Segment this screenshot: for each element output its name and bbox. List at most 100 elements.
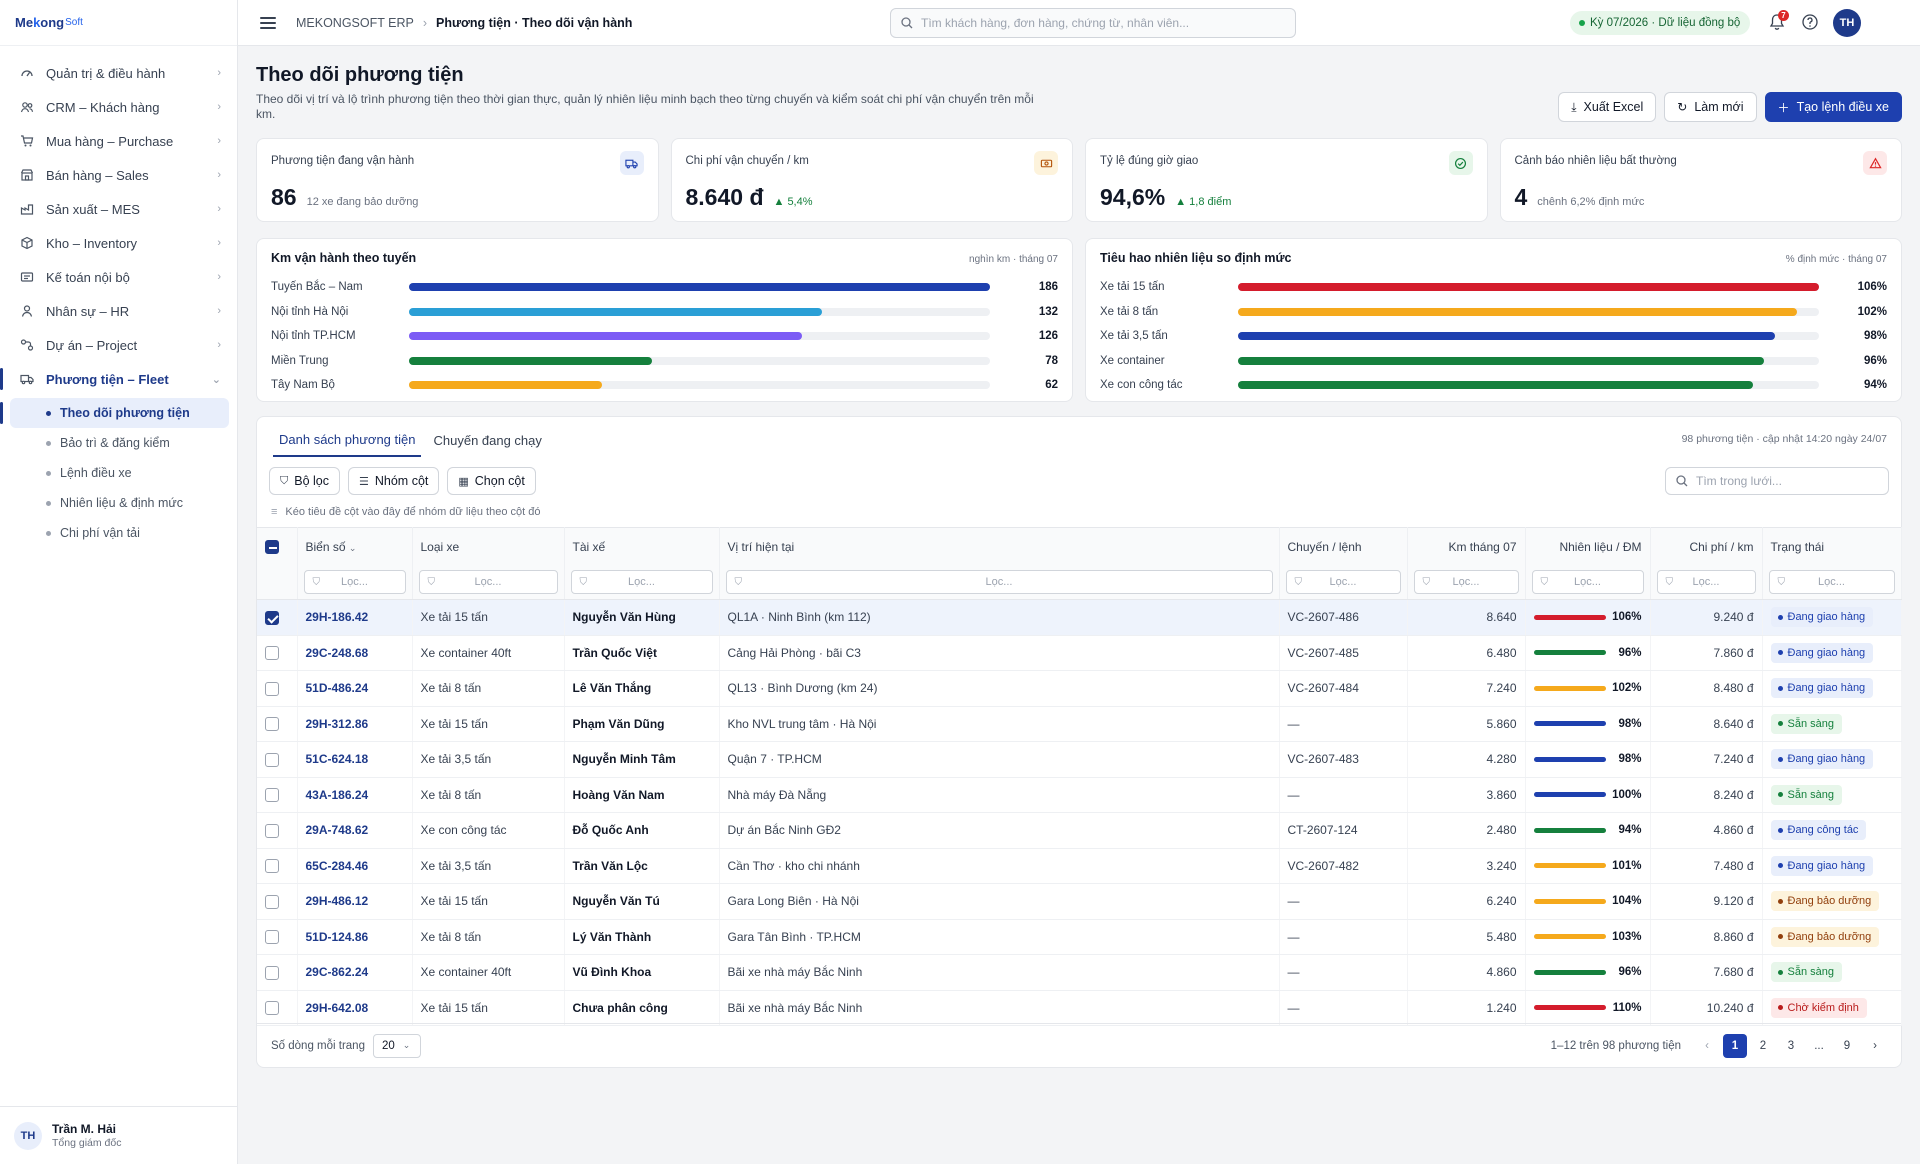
table-row[interactable]: 29A-748.62 Xe con công tác Đỗ Quốc Anh Dự á… xyxy=(257,812,1902,849)
table-row[interactable]: 51D-124.86 Xe tải 8 tấn Lý Văn Thành Gara T… xyxy=(257,919,1902,955)
row-checkbox[interactable] xyxy=(265,965,279,980)
sidebar-item-8[interactable]: Nhân sự – HR › xyxy=(10,294,229,328)
plate-link[interactable]: 29H-186.42 xyxy=(305,610,369,625)
submenu-item-1[interactable]: Theo dõi phương tiện xyxy=(0,398,229,428)
plate-link[interactable]: 43A-186.24 xyxy=(305,787,369,802)
row-checkbox[interactable] xyxy=(265,717,279,732)
brand-logo[interactable]: Me k ong Soft xyxy=(0,0,237,46)
column-filter-input[interactable]: ⛉ Lọc... xyxy=(1656,570,1756,595)
tab-1[interactable]: Danh sách phương tiện xyxy=(273,423,422,457)
plate-link[interactable]: 29H-486.12 xyxy=(305,894,369,909)
row-checkbox[interactable] xyxy=(265,788,279,803)
column-filter-input[interactable]: ⛉ Lọc... xyxy=(303,570,406,595)
table-row[interactable]: 29H-642.08 Xe tải 15 tấn Chưa phân công Bãi… xyxy=(257,990,1902,1026)
column-header[interactable]: Trạng thái xyxy=(1762,527,1902,566)
row-checkbox[interactable] xyxy=(265,752,279,767)
select-all-checkbox[interactable] xyxy=(265,540,279,555)
user-avatar-button[interactable]: TH xyxy=(1833,9,1861,37)
table-row[interactable]: 43A-186.24 Xe tải 8 tấn Hoàng Văn Nam Nhà m… xyxy=(257,777,1902,813)
table-row[interactable]: 29H-486.12 Xe tải 15 tấn Nguyễn Văn Tú Gara… xyxy=(257,883,1902,920)
help-icon[interactable] xyxy=(1801,13,1819,31)
plate-link[interactable]: 29H-642.08 xyxy=(305,1000,369,1015)
column-header[interactable]: Chi phí / km xyxy=(1650,527,1763,566)
row-checkbox[interactable] xyxy=(265,610,279,625)
global-search-input[interactable]: Tìm khách hàng, đơn hàng, chứng từ, nhân… xyxy=(890,8,1296,38)
plate-link[interactable]: 29C-862.24 xyxy=(305,965,369,980)
sidebar-item-1[interactable]: Quản trị & điều hành › xyxy=(10,56,229,90)
row-checkbox[interactable] xyxy=(265,930,279,945)
breadcrumb-root[interactable]: MEKONGSOFT ERP xyxy=(296,15,414,30)
menu-toggle-icon[interactable] xyxy=(260,16,276,29)
refresh-button[interactable]: ↻ Làm mới xyxy=(1664,92,1757,122)
users-icon xyxy=(20,100,34,114)
row-checkbox[interactable] xyxy=(265,681,279,696)
submenu-item-4[interactable]: Nhiên liệu & định mức xyxy=(10,488,229,518)
plate-link[interactable]: 51D-486.24 xyxy=(305,681,369,696)
table-row[interactable]: 29C-862.24 Xe container 40ft Vũ Đình Khoa B… xyxy=(257,954,1902,991)
sidebar-item-2[interactable]: CRM – Khách hàng › xyxy=(10,90,229,124)
sidebar-item-7[interactable]: Kế toán nội bộ › xyxy=(10,260,229,294)
table-row[interactable]: 65C-284.46 Xe tải 3,5 tấn Trần Văn Lộc Cần … xyxy=(257,848,1902,884)
prev-page-icon[interactable]: ‹ xyxy=(1705,1039,1709,1052)
sidebar-item-9[interactable]: Dự án – Project › xyxy=(10,328,229,362)
gauge-icon xyxy=(20,66,34,80)
row-checkbox[interactable] xyxy=(265,1001,279,1016)
sidebar-item-4[interactable]: Bán hàng – Sales › xyxy=(10,158,229,192)
column-filter-input[interactable]: ⛉ Lọc... xyxy=(418,570,558,595)
column-header[interactable]: Tài xế xyxy=(564,527,720,566)
row-checkbox[interactable] xyxy=(265,859,279,874)
column-filter-input[interactable]: ⛉ Lọc... xyxy=(1413,570,1519,595)
table-row[interactable]: 29H-186.42 Xe tải 15 tấn Nguyễn Văn Hùng QL… xyxy=(257,599,1902,636)
fuel-value: 101% xyxy=(1612,859,1642,872)
submenu-item-5[interactable]: Chi phí vận tải xyxy=(10,518,229,548)
grid-search-input[interactable]: Tìm trong lưới... xyxy=(1665,467,1889,495)
plate-link[interactable]: 51D-124.86 xyxy=(305,929,369,944)
submenu-item-2[interactable]: Bảo trì & đăng kiểm xyxy=(10,428,229,458)
sidebar-item-5[interactable]: Sản xuất – MES › xyxy=(10,192,229,226)
table-row[interactable]: 29C-248.68 Xe container 40ft Trần Quốc Việ… xyxy=(257,635,1902,671)
sidebar-item-10[interactable]: Phương tiện – Fleet ⌄ xyxy=(0,362,229,396)
column-header[interactable]: Chuyến / lệnh xyxy=(1279,527,1408,566)
column-filter-input[interactable]: ⛉ Lọc... xyxy=(1768,570,1895,595)
submenu-item-3[interactable]: Lệnh điều xe xyxy=(10,458,229,488)
column-header[interactable]: Nhiên liệu / ĐM xyxy=(1525,527,1651,566)
sidebar-item-3[interactable]: Mua hàng – Purchase › xyxy=(10,124,229,158)
page-link[interactable]: 9 xyxy=(1843,1039,1851,1052)
column-filter-input[interactable]: ⛉ Lọc... xyxy=(1285,570,1401,595)
plate-link[interactable]: 51C-624.18 xyxy=(305,752,369,767)
export-excel-button[interactable]: ⤓ Xuất Excel xyxy=(1558,92,1657,122)
column-filter-input[interactable]: ⛉ Lọc... xyxy=(570,570,713,595)
page-size-select[interactable]: 20 ⌄ xyxy=(372,1033,421,1058)
create-dispatch-button[interactable]: ＋ Tạo lệnh điều xe xyxy=(1764,92,1902,122)
user-profile[interactable]: TH Trần M. Hải Tổng giám đốc xyxy=(0,1106,237,1164)
period-badge[interactable]: Kỳ 07/2026 · Dữ liệu đồng bộ xyxy=(1570,11,1751,35)
page-link[interactable]: 3 xyxy=(1787,1039,1795,1052)
column-header[interactable]: Loại xe xyxy=(412,527,565,566)
plate-link[interactable]: 29C-248.68 xyxy=(305,645,369,660)
page-link[interactable]: 1 xyxy=(1723,1033,1747,1058)
page-link[interactable]: 2 xyxy=(1759,1039,1767,1052)
bell-icon[interactable]: 7 xyxy=(1768,10,1789,31)
plate-link[interactable]: 29A-748.62 xyxy=(305,823,369,838)
choose-columns-button[interactable]: ▦ Chọn cột xyxy=(447,467,536,495)
row-checkbox[interactable] xyxy=(265,646,279,661)
plate-link[interactable]: 65C-284.46 xyxy=(305,858,369,873)
select-all-cell[interactable] xyxy=(257,527,298,566)
plate-link[interactable]: 29H-312.86 xyxy=(305,716,369,731)
row-checkbox[interactable] xyxy=(265,823,279,838)
next-page-icon[interactable]: › xyxy=(1873,1039,1877,1052)
tab-2[interactable]: Chuyến đang chạy xyxy=(433,432,542,448)
table-row[interactable]: 51D-486.24 Xe tải 8 tấn Lê Văn Thắng QL13 ·… xyxy=(257,670,1902,707)
row-checkbox[interactable] xyxy=(265,894,279,909)
column-header[interactable]: Vị trí hiện tại xyxy=(719,527,1280,566)
table-row[interactable]: 29H-312.86 Xe tải 15 tấn Phạm Văn Dũng Kho … xyxy=(257,706,1902,742)
table-row[interactable]: 51C-624.18 Xe tải 3,5 tấn Nguyễn Minh Tâm Q… xyxy=(257,741,1902,778)
column-filter-input[interactable]: ⛉ Lọc... xyxy=(1531,570,1644,595)
group-drop-zone[interactable]: ≡ Kéo tiêu đề cột vào đây để nhóm dữ liệu… xyxy=(271,506,541,518)
column-filter-input[interactable]: ⛉ Lọc... xyxy=(725,570,1273,595)
group-columns-button[interactable]: ☰ Nhóm cột xyxy=(348,467,440,495)
column-header[interactable]: Km tháng 07 xyxy=(1407,527,1526,566)
column-header[interactable]: Biển số ⌄ xyxy=(297,527,413,566)
filter-button[interactable]: ⛉ Bộ lọc xyxy=(269,467,340,495)
sidebar-item-6[interactable]: Kho – Inventory › xyxy=(10,226,229,260)
